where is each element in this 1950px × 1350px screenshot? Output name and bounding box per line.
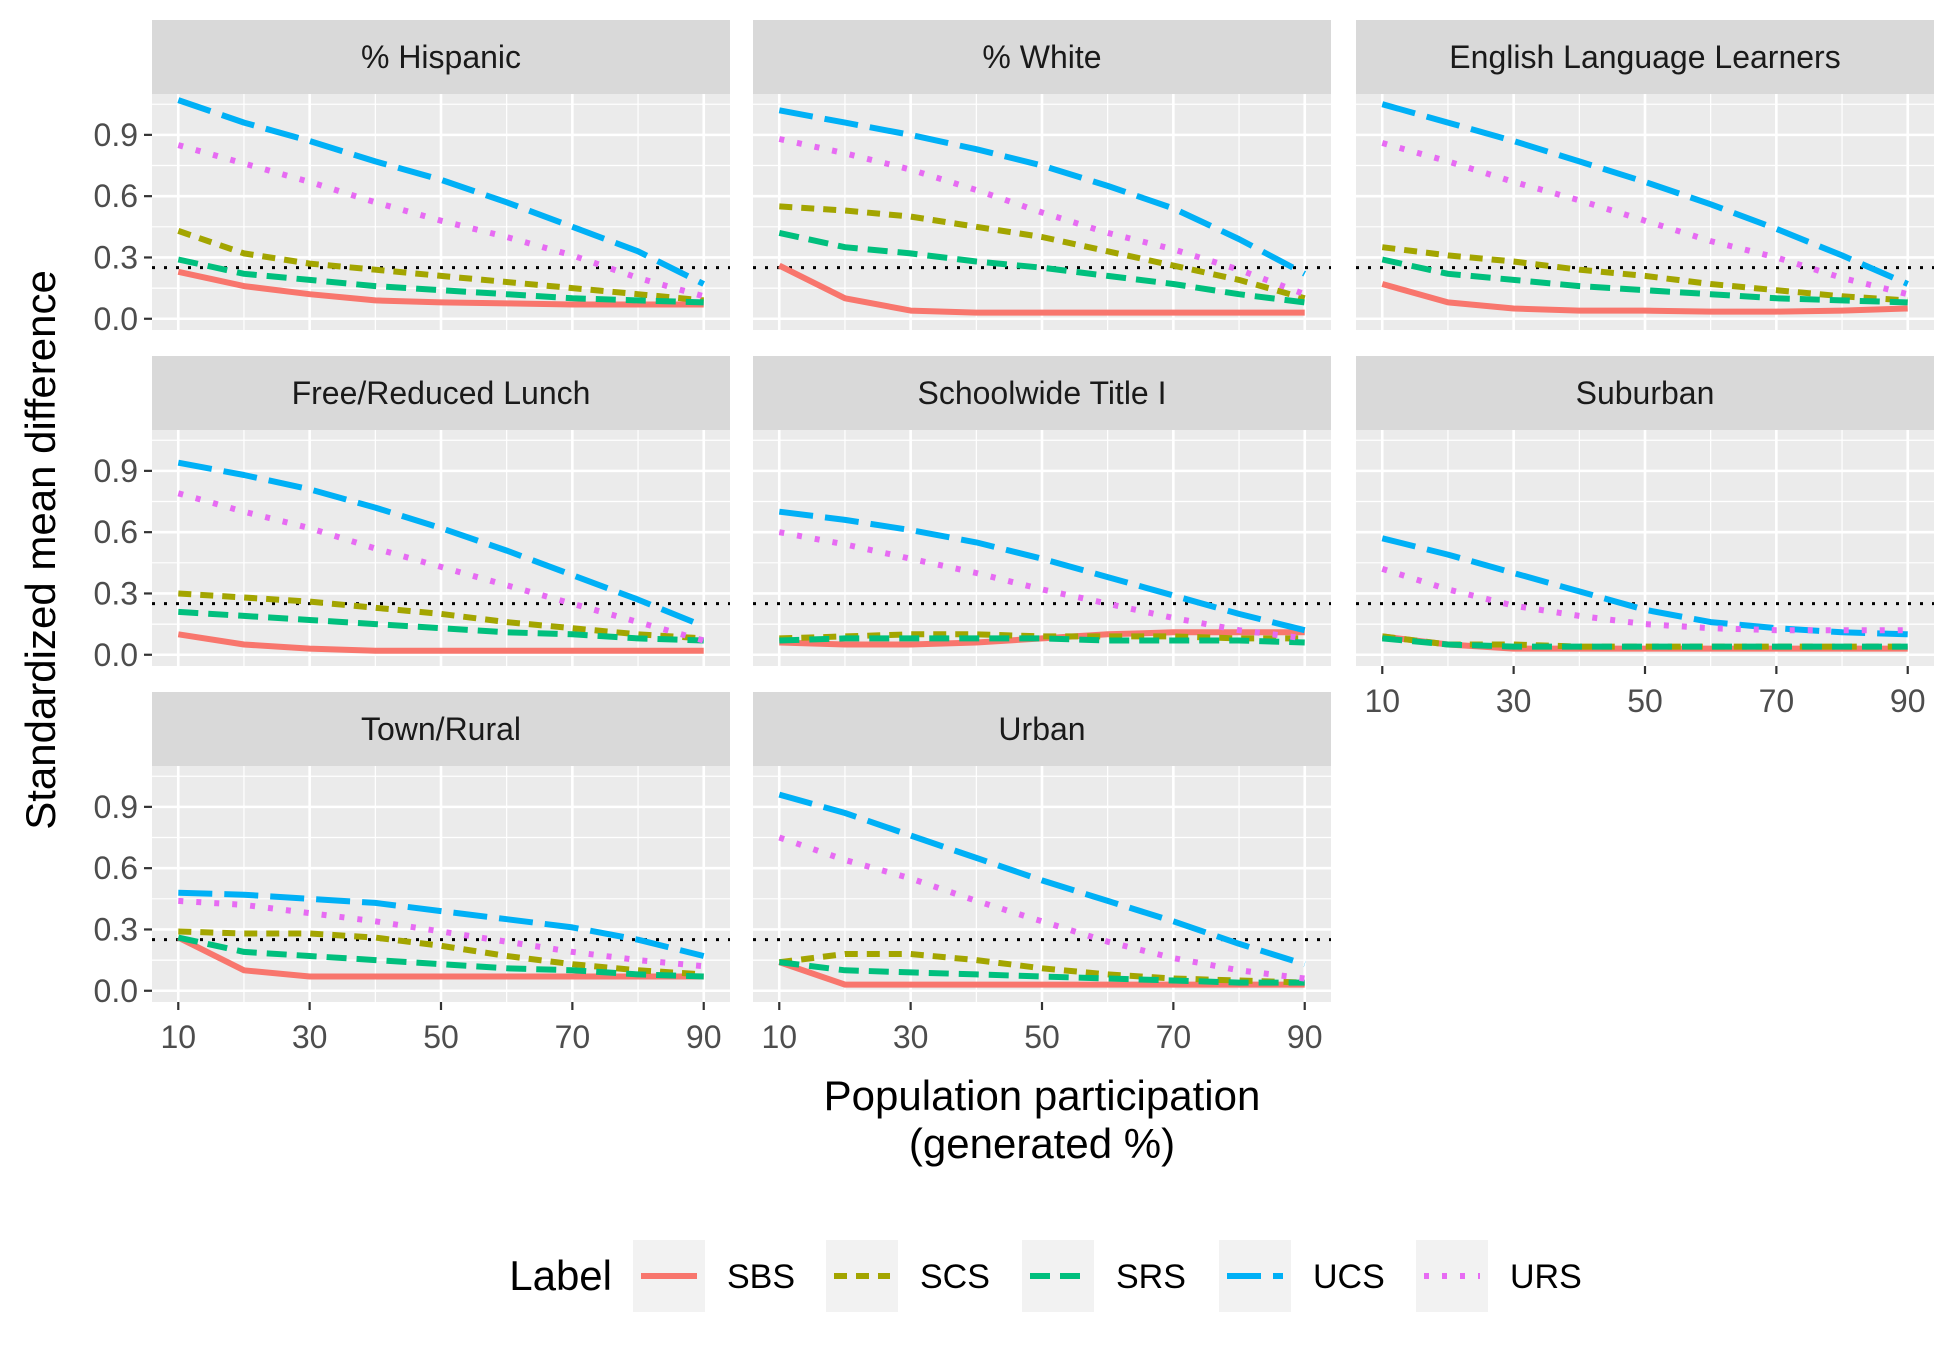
facet-strip [152,692,730,766]
series-line-urs [778,136,1306,298]
y-tick-label: 0.9 [94,117,138,153]
x-axis-title-line: Population participation [824,1072,1261,1119]
x-tick-label: 10 [160,1019,196,1055]
facet-title: % White [982,39,1101,75]
facet-panel: Town/Rural 0.0 0.3 0.6 0.9 10 30 50 70 90 [94,692,730,1055]
facet-panel: Suburban 10 30 50 70 90 [1356,356,1934,719]
series-line-sbs [177,631,704,654]
facet-panel: % White [753,20,1331,330]
x-tick-label: 30 [1496,683,1532,719]
facet-title: Town/Rural [361,711,521,747]
facet-strip [152,356,730,430]
series-line-urs [177,490,705,644]
y-tick-label: 0.0 [94,637,138,673]
facet-panel: Free/Reduced Lunch 0.0 0.3 0.6 0.9 [94,356,730,673]
series-line-sbs [176,934,704,980]
legend-label: URS [1510,1258,1582,1296]
y-tick-label: 0.3 [94,239,138,275]
series-line-sbs [1381,281,1908,315]
legend-label: SCS [920,1258,990,1296]
x-tick-label: 90 [1890,683,1926,719]
y-tick-label: 0.0 [94,973,138,1009]
x-tick-label: 50 [1627,683,1663,719]
x-tick-label: 50 [423,1019,459,1055]
legend: Label SBS SCS SRS UCS URS [509,1240,1582,1312]
x-tick-label: 10 [761,1019,797,1055]
facet-panel: % Hispanic 0.0 0.3 0.6 0.9 [94,20,730,337]
x-tick-label: 70 [1759,683,1795,719]
series-line-scs [1381,633,1908,650]
x-tick-label: 30 [292,1019,328,1055]
y-tick-label: 0.0 [94,301,138,337]
x-tick-label: 70 [1156,1019,1192,1055]
y-tick-label: 0.9 [94,789,138,825]
facet-panel: English Language Learners [1356,20,1934,330]
x-axis-title-line: (generated %) [909,1120,1175,1167]
facet-strip [753,692,1331,766]
facet-strip [152,20,730,94]
facet-strip [753,356,1331,430]
series-line-urs [177,142,705,300]
series-line-ucs [1381,101,1909,287]
legend-label: SBS [727,1258,795,1296]
y-tick-label: 0.6 [94,850,138,886]
facet-strip [1356,20,1934,94]
x-tick-label: 30 [893,1019,929,1055]
y-tick-label: 0.3 [94,911,138,947]
x-axis-title: Population participation (generated %) [824,1072,1261,1167]
facet-title: English Language Learners [1449,39,1840,75]
series-line-sbs [779,629,1305,648]
x-tick-label: 90 [686,1019,722,1055]
series-line-srs [177,934,704,980]
series-line-scs [1381,244,1908,304]
series-line-ucs [778,791,1306,968]
series-line-urs [1381,140,1909,298]
series-line-sbs [177,268,704,308]
facet-panel: Schoolwide Title I [753,356,1331,666]
facet-title: Suburban [1576,375,1715,411]
y-tick-label: 0.3 [94,575,138,611]
series-line-srs [178,608,704,644]
series-line-srs [779,635,1305,646]
legend-label: SRS [1116,1258,1186,1296]
series-line-urs [778,834,1306,982]
x-tick-label: 50 [1024,1019,1060,1055]
facet-strip [753,20,1331,94]
series-line-srs [1382,635,1908,650]
x-tick-label: 90 [1287,1019,1323,1055]
series-line-urs [1381,566,1908,634]
x-tick-label: 70 [555,1019,591,1055]
legend-title: Label [509,1252,612,1299]
y-axis-title: Standardized mean difference [17,270,64,830]
facet-title: Schoolwide Title I [917,375,1166,411]
y-tick-label: 0.9 [94,453,138,489]
facet-title: % Hispanic [361,39,521,75]
legend-label: UCS [1313,1258,1385,1296]
x-tick-label: 10 [1364,683,1400,719]
y-tick-label: 0.6 [94,514,138,550]
series-line-ucs [177,97,706,287]
facet-panels: % Hispanic 0.0 0.3 0.6 0.9 % White English Lan… [94,20,1934,1055]
facet-panel: Urban 10 30 50 70 90 [753,692,1331,1055]
series-line-scs [779,203,1306,302]
facet-strip [1356,356,1934,430]
facet-title: Urban [998,711,1085,747]
series-line-scs [177,228,704,304]
series-line-sbs [777,262,1305,316]
y-tick-label: 0.6 [94,178,138,214]
series-line-ucs [178,889,705,959]
series-line-scs [778,951,1305,986]
facet-title: Free/Reduced Lunch [292,375,591,411]
series-line-srs [778,959,1305,986]
